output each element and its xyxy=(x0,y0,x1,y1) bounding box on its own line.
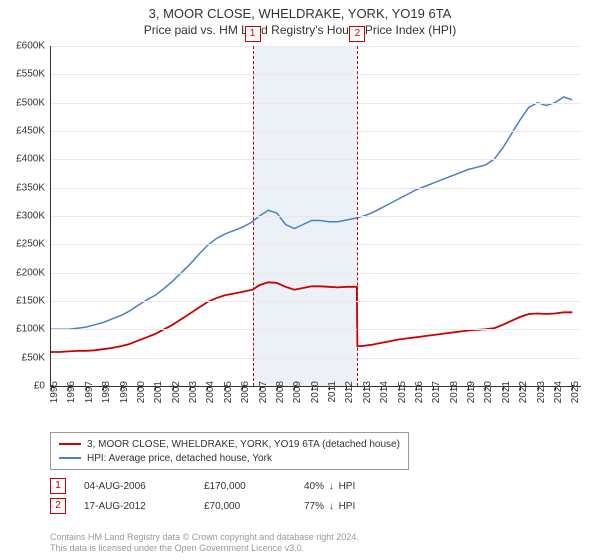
x-axis-label: 1996 xyxy=(66,381,77,403)
y-gridline xyxy=(51,273,581,274)
x-axis-label: 2000 xyxy=(136,381,147,403)
x-axis-label: 2009 xyxy=(292,381,303,403)
y-gridline xyxy=(51,46,581,47)
footer-line-2: This data is licensed under the Open Gov… xyxy=(50,543,359,554)
x-axis-label: 2015 xyxy=(397,381,408,403)
x-axis-label: 1997 xyxy=(84,381,95,403)
x-axis-label: 2025 xyxy=(570,381,581,403)
x-axis-label: 2008 xyxy=(275,381,286,403)
x-axis-label: 1995 xyxy=(49,381,60,403)
y-axis-label: £50K xyxy=(1,352,45,363)
y-axis-label: £300K xyxy=(1,211,45,222)
x-axis-label: 1999 xyxy=(119,381,130,403)
chart-subtitle: Price paid vs. HM Land Registry's House … xyxy=(0,23,600,37)
y-axis-label: £400K xyxy=(1,154,45,165)
chart-area: £0£50K£100K£150K£200K£250K£300K£350K£400… xyxy=(50,46,581,387)
sale-marker-box: 1 xyxy=(245,26,261,42)
sale-row-marker: 2 xyxy=(50,498,66,514)
x-axis-label: 2024 xyxy=(553,381,564,403)
y-axis-label: £0 xyxy=(1,381,45,392)
x-axis-label: 2017 xyxy=(431,381,442,403)
x-axis-label: 2021 xyxy=(501,381,512,403)
y-axis-label: £500K xyxy=(1,97,45,108)
y-axis-label: £250K xyxy=(1,239,45,250)
y-gridline xyxy=(51,244,581,245)
footer-line-1: Contains HM Land Registry data © Crown c… xyxy=(50,532,359,543)
sale-price: £170,000 xyxy=(204,481,304,492)
sale-vs-hpi: 40% ↓ HPI xyxy=(304,481,424,492)
x-axis-label: 2007 xyxy=(258,381,269,403)
x-axis-label: 1998 xyxy=(101,381,112,403)
title-block: 3, MOOR CLOSE, WHELDRAKE, YORK, YO19 6TA… xyxy=(0,0,600,37)
x-axis-label: 2002 xyxy=(171,381,182,403)
x-axis-label: 2006 xyxy=(240,381,251,403)
y-axis-label: £150K xyxy=(1,296,45,307)
legend: 3, MOOR CLOSE, WHELDRAKE, YORK, YO19 6TA… xyxy=(50,432,409,470)
y-axis-label: £100K xyxy=(1,324,45,335)
y-gridline xyxy=(51,159,581,160)
legend-swatch xyxy=(59,457,81,459)
legend-label: HPI: Average price, detached house, York xyxy=(87,453,272,464)
x-axis-label: 2022 xyxy=(518,381,529,403)
sale-marker-line xyxy=(357,46,358,386)
sale-row: 2 17-AUG-2012£70,00077% ↓ HPI xyxy=(50,496,424,516)
y-gridline xyxy=(51,216,581,217)
footer-attribution: Contains HM Land Registry data © Crown c… xyxy=(50,532,359,555)
y-gridline xyxy=(51,188,581,189)
x-axis-label: 2005 xyxy=(223,381,234,403)
x-axis-label: 2012 xyxy=(344,381,355,403)
x-axis-label: 2020 xyxy=(483,381,494,403)
y-gridline xyxy=(51,358,581,359)
y-gridline xyxy=(51,103,581,104)
x-axis-label: 2011 xyxy=(327,381,338,403)
sale-marker-line xyxy=(253,46,254,386)
x-axis-label: 2004 xyxy=(205,381,216,403)
legend-swatch xyxy=(59,443,81,445)
y-gridline xyxy=(51,74,581,75)
x-axis-label: 2019 xyxy=(466,381,477,403)
chart-container: 3, MOOR CLOSE, WHELDRAKE, YORK, YO19 6TA… xyxy=(0,0,600,560)
chart-title: 3, MOOR CLOSE, WHELDRAKE, YORK, YO19 6TA xyxy=(0,6,600,21)
sale-marker-box: 2 xyxy=(349,26,365,42)
sale-row: 1 04-AUG-2006£170,00040% ↓ HPI xyxy=(50,476,424,496)
y-axis-label: £200K xyxy=(1,267,45,278)
x-axis-label: 2023 xyxy=(536,381,547,403)
y-axis-label: £450K xyxy=(1,126,45,137)
sale-vs-hpi: 77% ↓ HPI xyxy=(304,501,424,512)
x-axis-label: 2001 xyxy=(153,381,164,403)
y-axis-label: £350K xyxy=(1,182,45,193)
y-gridline xyxy=(51,301,581,302)
x-axis-label: 2013 xyxy=(362,381,373,403)
sales-table: 1 04-AUG-2006£170,00040% ↓ HPI 2 17-AUG-201… xyxy=(50,476,424,516)
y-gridline xyxy=(51,131,581,132)
y-axis-label: £600K xyxy=(1,41,45,52)
series-line-property xyxy=(51,282,572,352)
x-axis-label: 2018 xyxy=(449,381,460,403)
sale-date: 17-AUG-2012 xyxy=(84,501,204,512)
legend-item: HPI: Average price, detached house, York xyxy=(59,451,400,465)
plot-region: £0£50K£100K£150K£200K£250K£300K£350K£400… xyxy=(51,46,581,386)
sale-date: 04-AUG-2006 xyxy=(84,481,204,492)
y-gridline xyxy=(51,329,581,330)
x-axis-label: 2016 xyxy=(414,381,425,403)
legend-label: 3, MOOR CLOSE, WHELDRAKE, YORK, YO19 6TA… xyxy=(87,439,400,450)
x-axis-label: 2010 xyxy=(310,381,321,403)
legend-item: 3, MOOR CLOSE, WHELDRAKE, YORK, YO19 6TA… xyxy=(59,437,400,451)
x-axis-label: 2003 xyxy=(188,381,199,403)
sale-row-marker: 1 xyxy=(50,478,66,494)
sale-price: £70,000 xyxy=(204,501,304,512)
x-axis-label: 2014 xyxy=(379,381,390,403)
y-axis-label: £550K xyxy=(1,69,45,80)
